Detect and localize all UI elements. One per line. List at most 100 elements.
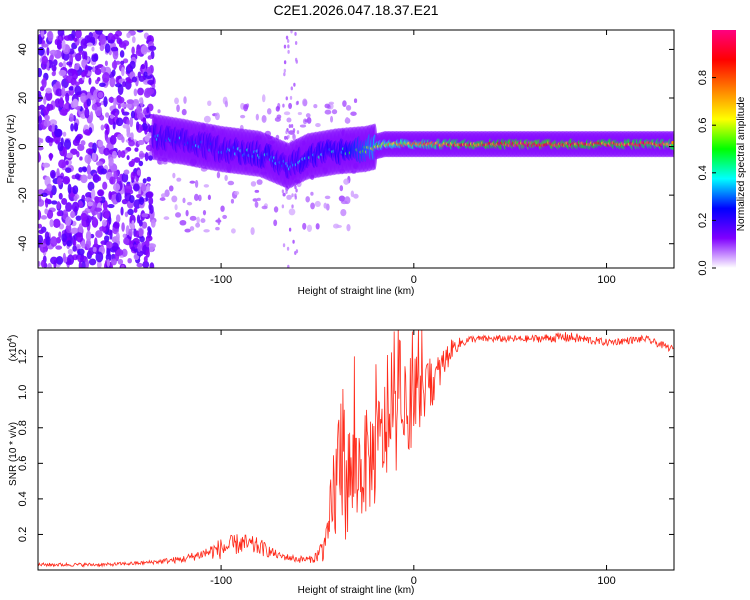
heatmap-noise-cell (116, 176, 120, 184)
heatmap-noise-cell (136, 262, 143, 268)
heatmap-noise-cell (103, 147, 110, 156)
heatmap-scatter-cell (261, 94, 266, 103)
heatmap-noise-cell (129, 60, 136, 70)
heatmap-scatter-cell (256, 197, 261, 202)
heatmap-noise-cell (71, 201, 79, 213)
heatmap-scatter-cell (331, 109, 338, 115)
snr-ylabel: SNR (10 * v/v) (8, 422, 19, 486)
heatmap-noise-cell (62, 252, 66, 263)
heatmap-noise-cell (126, 32, 131, 39)
heatmap-scatter-cell (185, 209, 189, 217)
heatmap-noise-cell (58, 192, 63, 200)
heatmap-noise-cell (65, 160, 69, 165)
heatmap-noise-cell (73, 122, 79, 132)
heatmap-noise-cell (100, 124, 105, 131)
heatmap-noise-cell (145, 144, 154, 151)
heatmap-noise-cell (130, 171, 136, 181)
heatmap-noise-cell (112, 48, 119, 60)
heatmap-scatter-cell (224, 100, 229, 108)
heatmap-noise-cell (101, 219, 108, 227)
heatmap-noise-cell (138, 219, 143, 227)
heatmap-noise-cell (62, 146, 67, 158)
colorbar-ticks: 0.0 0.2 0.4 0.6 0.8 (697, 70, 716, 276)
colorbar-tick-label: 0.8 (697, 70, 709, 85)
colorbar-tick-label: 0.2 (697, 213, 709, 228)
heatmap-noise-cell (121, 222, 125, 232)
heatmap-noise-cell (150, 219, 156, 228)
heatmap-noise-cell (94, 67, 102, 76)
heatmap-noise-cell (141, 122, 148, 131)
heatmap-scatter-cell (203, 184, 210, 188)
heatmap-vertical-cell (291, 193, 294, 198)
heatmap-noise-cell (122, 124, 130, 129)
heatmap-scatter-cell (184, 228, 191, 233)
heatmap-scatter-cell (174, 204, 178, 211)
heatmap-noise-cell (149, 262, 155, 268)
heatmap-noise-cell (62, 131, 67, 137)
heatmap-vertical-cell (288, 227, 292, 232)
heatmap-noise-cell (144, 134, 151, 142)
heatmap-noise-cell (86, 42, 93, 47)
heatmap-noise-cell (38, 137, 42, 144)
heatmap-noise-cell (132, 100, 140, 107)
heatmap-vertical-cell (296, 130, 300, 135)
heatmap-scatter-cell (255, 113, 259, 121)
heatmap-scatter-cell (324, 109, 332, 115)
heatmap-scatter-cell (230, 198, 235, 204)
heatmap-scatter-cell (203, 229, 210, 233)
heatmap-noise-cell (95, 161, 104, 167)
heatmap-noise-cell (148, 155, 154, 161)
heatmap-noise-cell (127, 257, 132, 264)
heatmap-noise-cell (145, 249, 150, 258)
heatmap-scatter-cell (187, 201, 193, 206)
heatmap-noise-cell (64, 103, 69, 110)
heatmap-noise-cell (119, 50, 125, 58)
heatmap-noise-cell (40, 215, 48, 220)
heatmap-noise-cell (38, 114, 43, 124)
heatmap-noise-cell (136, 169, 141, 176)
heatmap-noise-cell (138, 160, 144, 167)
heatmap-vertical-cell (295, 59, 298, 64)
spectrogram-axes: -100 0 100 -40 -20 0 20 40 (17, 30, 674, 286)
heatmap-vertical-cell (282, 103, 285, 108)
heatmap-noise-cell (102, 71, 110, 83)
heatmap-scatter-cell (342, 100, 347, 108)
heatmap-noise-cell (59, 109, 68, 116)
heatmap-noise-cell (87, 174, 93, 180)
heatmap-scatter-cell (313, 104, 318, 109)
snr-ytick-label: 0.2 (17, 527, 29, 542)
heatmap-scatter-cell (196, 216, 200, 224)
heatmap-noise-cell (86, 164, 91, 176)
heatmap-noise-cell (123, 42, 127, 50)
heatmap-noise-cell (70, 123, 75, 132)
heatmap-scatter-cell (250, 227, 255, 236)
heatmap-scatter-cell (305, 113, 311, 118)
heatmap-noise-cell (133, 207, 138, 213)
heatmap-noise-cell (122, 58, 129, 64)
heatmap-noise-cell (94, 237, 98, 249)
heatmap-noise-cell (126, 99, 135, 105)
heatmap-noise-cell (136, 112, 144, 120)
heatmap-noise-cell (115, 214, 121, 223)
snr-xtick-label: 100 (597, 575, 615, 587)
heatmap-noise-cell (116, 249, 124, 256)
heatmap-noise-cell (96, 76, 101, 82)
heatmap-noise-cell (122, 233, 127, 238)
heatmap-scatter-cell (195, 222, 201, 228)
heatmap-noise-cell (52, 84, 57, 94)
heatmap-noise-cell (138, 203, 145, 209)
snr-xlabel: Height of straight line (km) (298, 585, 415, 596)
colorbar-tick-label: 0.0 (697, 260, 709, 275)
heatmap-noise-cell (58, 231, 62, 239)
heatmap-vertical-cell (293, 82, 296, 87)
heatmap-vertical-cell (282, 243, 286, 248)
heatmap-noise-cell (49, 137, 55, 143)
heatmap-noise-cell (85, 230, 92, 242)
heatmap-noise-cell (109, 135, 117, 145)
heatmap-noise-cell (124, 183, 133, 194)
heatmap-noise-cell (82, 50, 86, 61)
svg-text:(x104): (x104) (7, 335, 19, 362)
heatmap-noise-cell (145, 237, 150, 248)
heatmap-noise-cell (138, 153, 147, 158)
heatmap-noise-cell (80, 140, 86, 146)
